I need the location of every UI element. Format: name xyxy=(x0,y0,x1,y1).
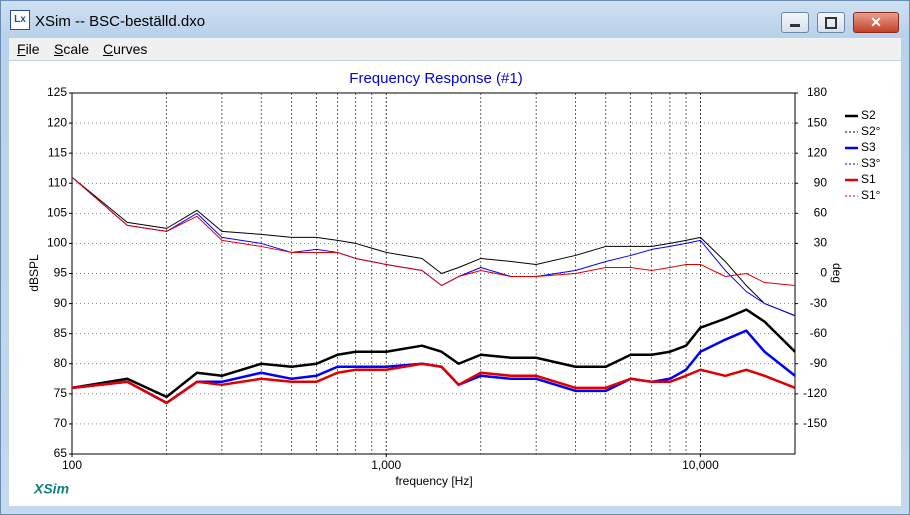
series-line xyxy=(71,308,796,399)
y-tick-label: 90 xyxy=(54,296,68,310)
y-tick-label: 95 xyxy=(54,266,68,280)
legend-label: S2 xyxy=(861,108,876,122)
y2-tick-label: 150 xyxy=(807,115,827,129)
y2-tick-label: 30 xyxy=(814,236,828,250)
logo: XSim xyxy=(33,481,69,497)
menu-bar: File Scale Curves xyxy=(9,38,901,60)
y2-tick-label: -90 xyxy=(810,356,828,370)
maximize-button[interactable] xyxy=(817,12,845,33)
legend-label: S2° xyxy=(861,124,881,138)
y2-tick-label: -60 xyxy=(810,326,828,340)
y2-axis-label: deg xyxy=(830,263,844,283)
series-line xyxy=(71,176,796,317)
legend-label: S1° xyxy=(861,188,881,202)
window-title: XSim -- BSC-beställd.dxo xyxy=(35,13,206,30)
x-tick-label: 100 xyxy=(62,458,82,472)
y2-tick-label: 90 xyxy=(814,175,828,189)
y-tick-label: 125 xyxy=(47,85,67,99)
y-tick-label: 85 xyxy=(54,326,68,340)
series-line xyxy=(71,362,796,405)
y2-tick-label: -150 xyxy=(803,416,827,430)
y-tick-label: 80 xyxy=(54,356,68,370)
y2-tick-label: 120 xyxy=(807,145,827,159)
menu-item[interactable]: Scale xyxy=(54,41,90,57)
y-tick-label: 100 xyxy=(47,236,67,250)
y2-tick-label: -120 xyxy=(803,386,827,400)
menu-item[interactable]: Curves xyxy=(103,41,148,57)
series-line xyxy=(71,329,796,405)
series-line xyxy=(71,176,796,287)
legend-label: S3 xyxy=(861,140,876,154)
client-area xyxy=(9,61,901,506)
y2-tick-label: 180 xyxy=(807,85,827,99)
minimize-button[interactable] xyxy=(781,12,809,33)
y-tick-label: 115 xyxy=(48,145,67,159)
app-icon: Lx xyxy=(10,10,30,30)
close-button[interactable]: ✕ xyxy=(853,12,899,33)
legend-label: S1 xyxy=(861,172,876,186)
menu-item[interactable]: File xyxy=(17,41,40,57)
y-tick-label: 70 xyxy=(54,416,68,430)
y-tick-label: 105 xyxy=(47,206,67,220)
y2-tick-label: 60 xyxy=(814,206,828,220)
y-tick-label: 65 xyxy=(54,446,68,460)
x-tick-label: 10,000 xyxy=(682,458,719,472)
y2-tick-label: 0 xyxy=(820,266,827,280)
y-tick-label: 75 xyxy=(54,386,68,400)
chart-title: Frequency Response (#1) xyxy=(349,70,522,87)
y2-tick-label: -30 xyxy=(810,296,828,310)
y-tick-label: 120 xyxy=(47,115,67,129)
x-tick-label: 1,000 xyxy=(371,458,401,472)
series-line xyxy=(71,176,796,317)
y-tick-label: 110 xyxy=(48,175,67,189)
y-axis-label: dBSPL xyxy=(27,254,41,292)
plot-frame xyxy=(71,92,796,455)
x-axis-label: frequency [Hz] xyxy=(395,474,472,488)
legend-label: S3° xyxy=(861,156,881,170)
